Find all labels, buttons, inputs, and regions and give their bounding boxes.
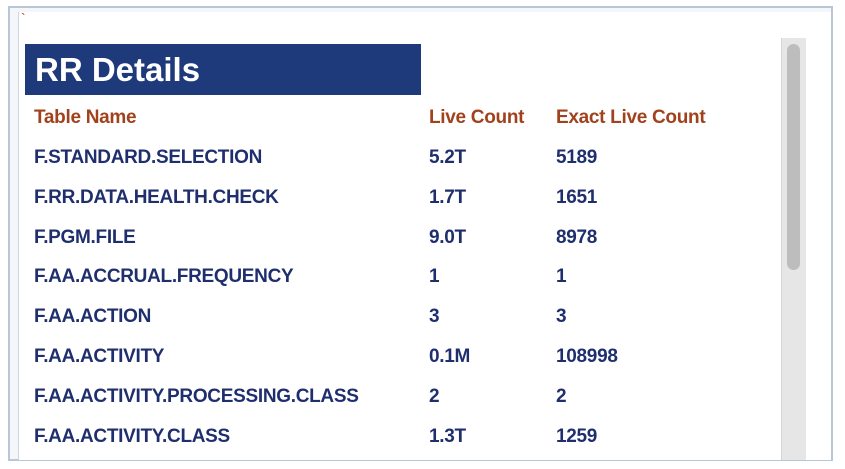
- column-header: Table Name: [34, 107, 137, 128]
- table-cell: F.PGM.FILE: [34, 226, 136, 248]
- column-header: Exact Live Count: [556, 107, 706, 128]
- scrollbar[interactable]: [781, 38, 806, 460]
- column-header: Live Count: [429, 107, 525, 128]
- table-cell: 1259: [556, 425, 598, 447]
- table-cell: F.AA.ACTION: [34, 306, 152, 328]
- table-cell: 1: [429, 266, 440, 288]
- table-cell: F.AA.ACTIVITY.CLASS: [34, 425, 230, 447]
- table-cell: 1: [556, 266, 567, 288]
- table-cell: F.AA.ACCRUAL.FREQUENCY: [34, 266, 294, 288]
- table-cell: F.STANDARD.SELECTION: [34, 147, 262, 168]
- table-cell: 1.7T: [429, 186, 466, 208]
- table-cell: 1651: [556, 186, 598, 208]
- scroll-thumb[interactable]: [787, 44, 800, 270]
- table-cell: F.AA.ACTIVITY.PROCESSING.CLASS: [34, 385, 359, 407]
- table-cell: 1.3T: [429, 425, 466, 447]
- table-cell: 3: [556, 306, 567, 328]
- panel: ` RR Details Table Name Live Count Exact L…: [18, 12, 831, 460]
- table-cell: 2: [429, 385, 440, 407]
- table-cell: 2: [556, 385, 567, 407]
- table-cell: F.RR.DATA.HEALTH.CHECK: [34, 186, 279, 208]
- table-cell: 108998: [556, 346, 618, 367]
- table-cell: 0.1M: [429, 346, 471, 367]
- table-cell: 5189: [556, 147, 598, 168]
- table-cell: 8978: [556, 226, 598, 248]
- panel-title: RR Details: [25, 44, 421, 95]
- table-cell: 3: [429, 306, 440, 328]
- table-cell: 5.2T: [429, 147, 466, 168]
- table-cell: 9.0T: [429, 226, 466, 248]
- table-cell: F.AA.ACTIVITY: [34, 346, 165, 367]
- corner-mark: `: [21, 12, 26, 26]
